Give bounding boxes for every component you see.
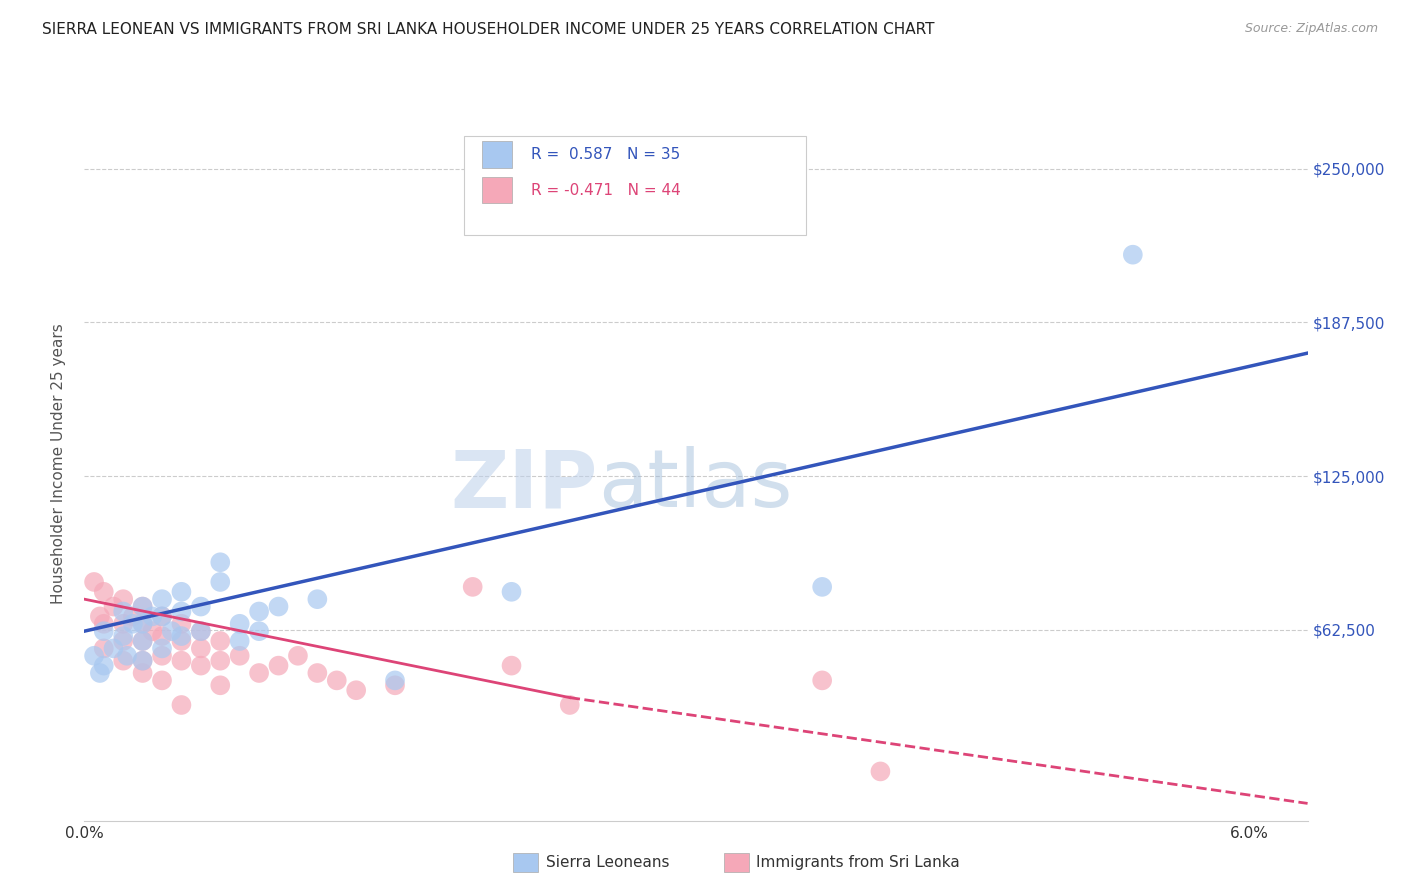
Point: [131, 634, 153, 648]
Point: [93, 641, 115, 656]
Text: Sierra Leoneans: Sierra Leoneans: [546, 855, 669, 870]
Point: [307, 592, 329, 607]
Point: [558, 698, 581, 712]
Point: [170, 629, 193, 643]
Point: [326, 673, 349, 688]
Y-axis label: Householder Income Under 25 years: Householder Income Under 25 years: [51, 324, 66, 604]
Point: [131, 616, 153, 631]
Point: [170, 605, 193, 619]
Point: [131, 599, 153, 614]
Point: [83, 648, 105, 663]
Point: [228, 634, 250, 648]
Text: Source: ZipAtlas.com: Source: ZipAtlas.com: [1244, 22, 1378, 36]
Point: [131, 616, 153, 631]
Point: [131, 654, 153, 668]
Point: [228, 648, 250, 663]
Point: [150, 673, 173, 688]
Point: [93, 624, 115, 639]
Point: [170, 654, 193, 668]
Point: [267, 599, 290, 614]
Point: [112, 605, 135, 619]
Point: [811, 673, 834, 688]
Point: [869, 764, 891, 779]
Point: [112, 654, 135, 668]
Text: R =  0.587   N = 35: R = 0.587 N = 35: [531, 147, 681, 162]
Text: R = -0.471   N = 44: R = -0.471 N = 44: [531, 183, 681, 198]
Text: Immigrants from Sri Lanka: Immigrants from Sri Lanka: [756, 855, 960, 870]
Point: [247, 665, 270, 680]
Point: [150, 648, 173, 663]
Point: [89, 609, 111, 624]
Point: [112, 629, 135, 643]
Point: [150, 609, 173, 624]
Point: [103, 599, 125, 614]
Point: [115, 648, 138, 663]
Point: [209, 678, 232, 692]
Point: [1122, 248, 1144, 262]
Point: [190, 641, 212, 656]
Point: [112, 616, 135, 631]
Point: [209, 574, 232, 589]
Point: [170, 616, 193, 631]
Point: [190, 624, 212, 639]
Bar: [482, 177, 513, 203]
Point: [209, 654, 232, 668]
Point: [344, 683, 367, 698]
Bar: [482, 141, 513, 168]
Point: [131, 634, 153, 648]
Point: [150, 609, 173, 624]
Text: atlas: atlas: [598, 446, 793, 524]
Point: [93, 616, 115, 631]
Bar: [464, 136, 806, 235]
Point: [122, 609, 145, 624]
Point: [131, 654, 153, 668]
Point: [228, 616, 250, 631]
Point: [160, 624, 183, 639]
Point: [83, 574, 105, 589]
Point: [170, 634, 193, 648]
Point: [501, 658, 523, 673]
Point: [103, 641, 125, 656]
Point: [122, 616, 145, 631]
Point: [170, 584, 193, 599]
Point: [811, 580, 834, 594]
Point: [384, 678, 406, 692]
Point: [209, 634, 232, 648]
Point: [190, 658, 212, 673]
Point: [112, 634, 135, 648]
Point: [287, 648, 309, 663]
Point: [170, 698, 193, 712]
Point: [190, 624, 212, 639]
Point: [141, 609, 163, 624]
Point: [209, 555, 232, 569]
Point: [93, 658, 115, 673]
Text: ZIP: ZIP: [451, 446, 598, 524]
Point: [501, 584, 523, 599]
Point: [150, 592, 173, 607]
Point: [384, 673, 406, 688]
Point: [141, 624, 163, 639]
Point: [267, 658, 290, 673]
Point: [461, 580, 484, 594]
Point: [131, 599, 153, 614]
Point: [307, 665, 329, 680]
Point: [131, 665, 153, 680]
Point: [112, 592, 135, 607]
Point: [150, 629, 173, 643]
Point: [93, 584, 115, 599]
Point: [247, 624, 270, 639]
Point: [89, 665, 111, 680]
Point: [150, 641, 173, 656]
Point: [247, 605, 270, 619]
Text: SIERRA LEONEAN VS IMMIGRANTS FROM SRI LANKA HOUSEHOLDER INCOME UNDER 25 YEARS CO: SIERRA LEONEAN VS IMMIGRANTS FROM SRI LA…: [42, 22, 935, 37]
Point: [190, 599, 212, 614]
